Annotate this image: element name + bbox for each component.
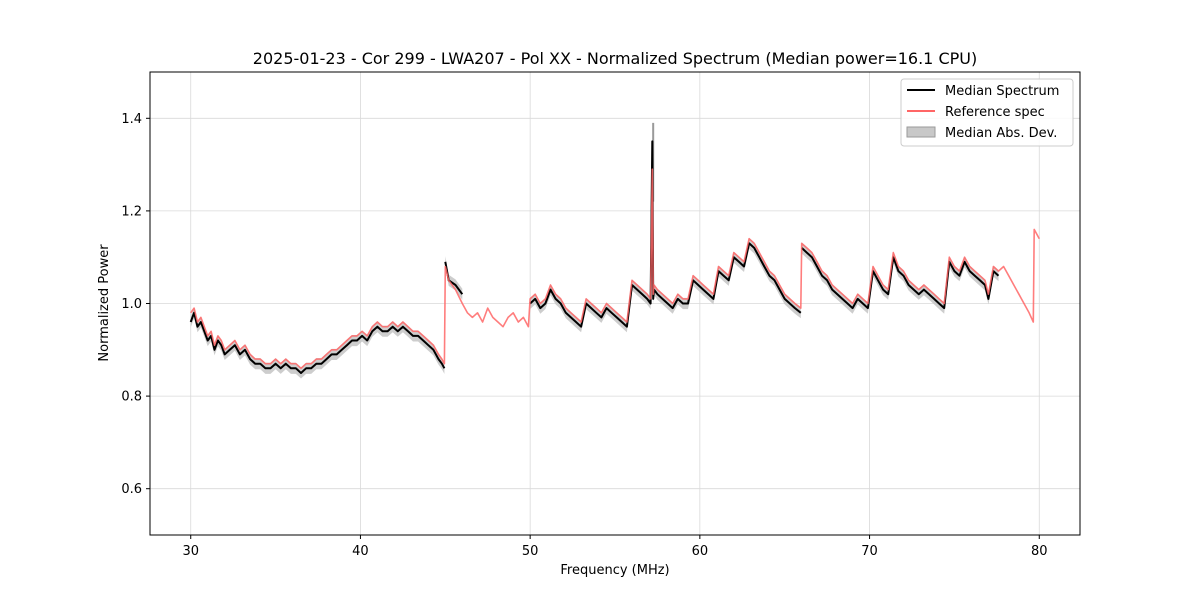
x-axis-ticks: 30 40 50 60 70 80 bbox=[182, 535, 1048, 559]
legend-mad-label: Median Abs. Dev. bbox=[945, 126, 1057, 141]
mad-band-group bbox=[190, 122, 999, 379]
median-spectrum-line-3 bbox=[801, 247, 1000, 310]
median-spectrum-line-2 bbox=[529, 140, 802, 328]
y-tick-label-4: 1.4 bbox=[121, 112, 142, 127]
x-tick-label-1: 40 bbox=[352, 544, 369, 559]
legend-mad-patch bbox=[906, 126, 936, 138]
legend-median-label: Median Spectrum bbox=[945, 84, 1059, 99]
chart-title: 2025-01-23 - Cor 299 - LWA207 - Pol XX -… bbox=[253, 49, 977, 68]
mad-band-segment-0 bbox=[190, 307, 445, 379]
x-tick-label-2: 50 bbox=[522, 544, 539, 559]
x-tick-label-5: 80 bbox=[1031, 544, 1048, 559]
x-tick-label-3: 60 bbox=[692, 544, 709, 559]
y-axis-ticks: 0.6 0.8 1.0 1.2 1.4 bbox=[121, 112, 150, 497]
mad-band-segment-3 bbox=[801, 242, 999, 314]
y-tick-label-3: 1.2 bbox=[121, 204, 142, 219]
legend-reference-label: Reference spec bbox=[945, 105, 1045, 120]
x-tick-label-4: 70 bbox=[861, 544, 878, 559]
grid bbox=[150, 72, 1080, 535]
y-tick-label-2: 1.0 bbox=[121, 297, 142, 312]
y-tick-label-0: 0.6 bbox=[121, 482, 142, 497]
legend-box bbox=[900, 78, 1074, 147]
series-lines bbox=[189, 140, 1041, 374]
x-tick-label-0: 30 bbox=[182, 544, 199, 559]
y-tick-label-1: 0.8 bbox=[121, 390, 142, 405]
y-axis-label: Normalized Power bbox=[97, 244, 112, 362]
reference-spec-line-0 bbox=[190, 168, 1041, 370]
median-spectrum-line-0 bbox=[189, 311, 446, 374]
x-axis-label: Frequency (MHz) bbox=[560, 563, 669, 578]
legend: Median Spectrum Reference spec Median Ab… bbox=[900, 78, 1074, 147]
